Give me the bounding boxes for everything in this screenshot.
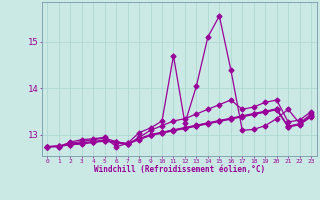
- X-axis label: Windchill (Refroidissement éolien,°C): Windchill (Refroidissement éolien,°C): [94, 165, 265, 174]
